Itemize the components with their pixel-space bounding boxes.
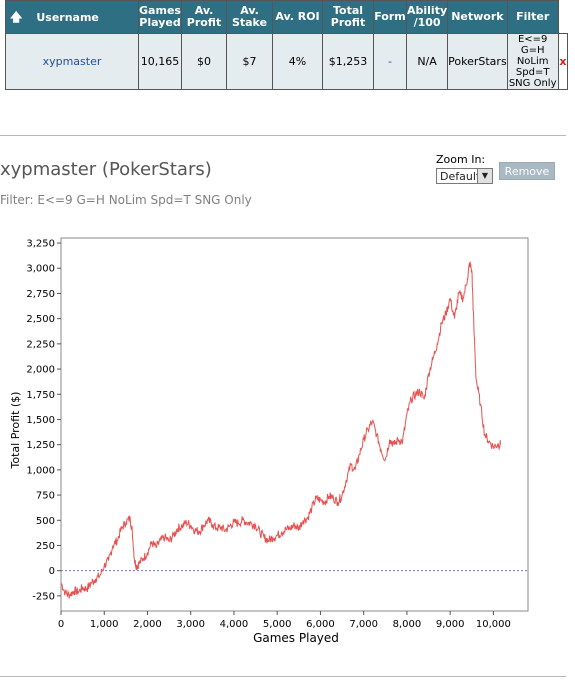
profit-series-line — [60, 261, 501, 599]
x-tick-label: 7,000 — [349, 619, 378, 630]
ability-header[interactable]: Ability/100 — [405, 0, 449, 34]
series-layer — [60, 261, 501, 599]
x-tick-label: 6,000 — [306, 619, 335, 630]
av-roi-header[interactable]: Av. ROI — [272, 0, 323, 34]
chart-title: xypmaster (PokerStars) — [0, 159, 212, 180]
av-profit-cell: $0 — [181, 33, 227, 90]
username-header[interactable]: 🡅 Username — [5, 0, 139, 34]
x-tick-label: 5,000 — [263, 619, 292, 630]
chart-filter-text: Filter: E<=9 G=H NoLim Spd=T SNG Only — [0, 193, 252, 207]
av-stake-cell: $7 — [226, 33, 273, 90]
header-spacer — [557, 0, 568, 34]
zoom-label: Zoom In: — [436, 153, 486, 166]
total-profit-cell: $1,253 — [322, 33, 374, 90]
x-tick-label: 4,000 — [220, 619, 249, 630]
y-axis-ticks: -250 0 250 500 750 1,000 1,250 1,500 1,750 2,000 2… — [26, 239, 61, 602]
divider-bottom — [0, 676, 566, 677]
y-tick-label: 2,250 — [26, 339, 55, 350]
x-tick-label: 1,000 — [90, 619, 119, 630]
table-row: xypmaster 10,165 $0 $7 4% $1,253 - N/A P… — [5, 33, 569, 90]
y-tick-label: 500 — [36, 516, 55, 527]
divider-top — [0, 135, 566, 136]
sort-up-arrow-icon[interactable]: 🡅 — [10, 9, 23, 24]
av-stake-header[interactable]: Av. Stake — [226, 0, 273, 34]
x-tick-label: 0 — [58, 619, 64, 630]
y-tick-label: -250 — [32, 591, 55, 602]
y-tick-label: 750 — [36, 491, 55, 502]
zoom-select-value: Default — [440, 170, 481, 183]
total-profit-header[interactable]: Total Profit — [322, 0, 374, 34]
y-tick-label: 1,000 — [26, 465, 55, 476]
profit-chart: -250 0 250 500 750 1,000 1,250 1,500 1,750 2,000 2… — [9, 237, 529, 645]
y-tick-label: 3,000 — [26, 264, 55, 275]
y-tick-label: 1,250 — [26, 440, 55, 451]
chevron-down-icon[interactable]: ▼ — [477, 169, 492, 183]
games-played-header[interactable]: Games Played — [138, 0, 182, 34]
av-roi-cell: 4% — [272, 33, 323, 90]
y-tick-label: 1,500 — [26, 415, 55, 426]
games-played-cell: 10,165 — [138, 33, 182, 90]
form-cell[interactable]: - — [373, 33, 407, 90]
y-tick-label: 2,500 — [26, 314, 55, 325]
player-stats-table: 🡅 Username Games Played Av. Profit Av. Stake… — [5, 0, 569, 90]
x-tick-label: 9,000 — [436, 619, 465, 630]
y-axis-label: Total Profit ($) — [9, 392, 22, 470]
y-tick-label: 3,250 — [26, 239, 55, 250]
y-tick-label: 2,750 — [26, 289, 55, 300]
remove-chart-button[interactable]: Remove — [499, 162, 555, 180]
y-tick-label: 1,750 — [26, 390, 55, 401]
x-tick-label: 2,000 — [133, 619, 162, 630]
network-cell: PokerStars — [447, 33, 508, 90]
y-tick-label: 250 — [36, 541, 55, 552]
stats-header-row: 🡅 Username Games Played Av. Profit Av. Stake… — [5, 0, 568, 34]
x-tick-label: 8,000 — [393, 619, 422, 630]
remove-row-button[interactable]: x — [558, 33, 569, 90]
y-tick-label: 0 — [49, 566, 55, 577]
filter-cell: E<=9 G=H NoLim Spd=T SNG Only — [506, 33, 559, 90]
x-axis-ticks: 0 1,000 2,000 3,000 4,000 5,000 6,000 7,000 8,00… — [58, 611, 511, 630]
x-tick-label: 3,000 — [176, 619, 205, 630]
username-link[interactable]: xypmaster — [5, 33, 139, 90]
filter-header[interactable]: Filter — [506, 0, 559, 34]
x-tick-label: 10,000 — [476, 619, 511, 630]
network-header[interactable]: Network — [447, 0, 508, 34]
x-axis-label: Games Played — [253, 631, 339, 645]
av-profit-header[interactable]: Av. Profit — [181, 0, 227, 34]
ability-cell: N/A — [405, 33, 449, 90]
form-header[interactable]: Form — [373, 0, 407, 34]
y-tick-label: 2,000 — [26, 365, 55, 376]
zoom-select[interactable]: Default ▼ — [436, 168, 493, 184]
